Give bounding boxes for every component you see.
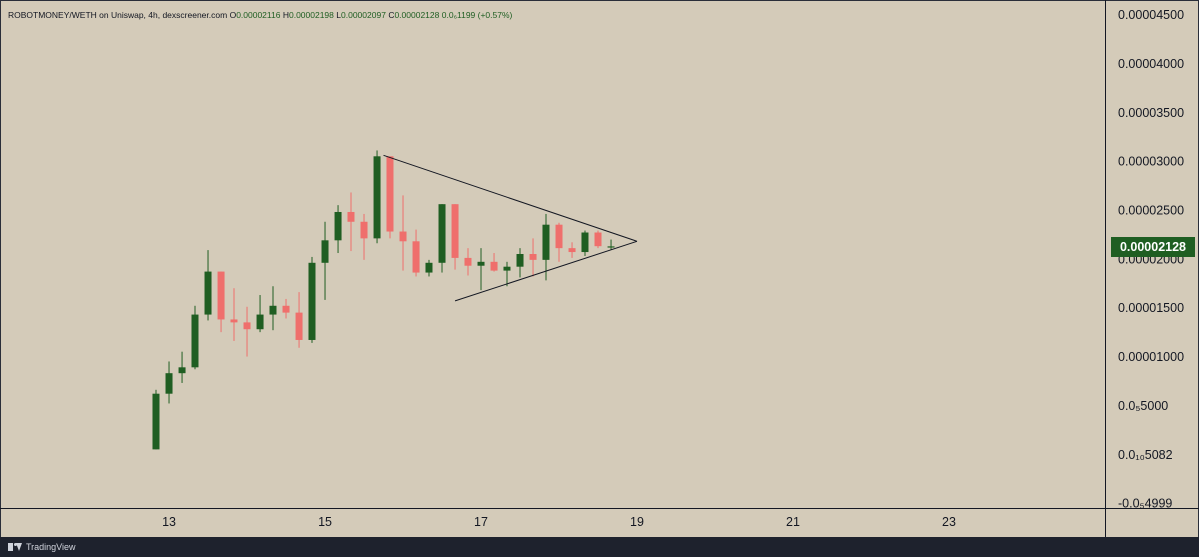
tradingview-logo-icon: [8, 542, 22, 552]
legend-high-label: H: [282, 10, 289, 20]
legend-low-label: L: [336, 10, 342, 20]
footer-bar: TradingView: [0, 537, 1199, 557]
candle-body: [607, 246, 615, 248]
candle-body: [360, 221, 368, 239]
candle-body: [230, 319, 238, 323]
y-tick-label: 0.00001500: [1118, 301, 1184, 315]
x-tick-label: 13: [162, 515, 176, 529]
candle-body: [165, 373, 173, 394]
y-tick-label: 0.00002500: [1118, 204, 1184, 218]
candle-body: [581, 232, 589, 253]
candle-body: [178, 367, 186, 374]
candle-body: [191, 314, 199, 368]
candle-body: [503, 266, 511, 271]
candle-body: [256, 314, 264, 330]
y-tick-label: 0.00003500: [1118, 106, 1184, 120]
candle-body: [555, 224, 563, 249]
trendline: [454, 240, 638, 302]
legend-low-value: 0.00002097: [341, 10, 386, 20]
candle-body: [152, 393, 160, 450]
y-tick-label: 0.00003000: [1118, 155, 1184, 169]
x-tick-label: 19: [630, 515, 644, 529]
legend-close-label: C: [388, 10, 395, 20]
candle-body: [282, 305, 290, 313]
legend-open-label: O: [229, 10, 237, 20]
chart-area[interactable]: 0.00004500 0.00004000 0.00003500 0.00003000…: [0, 0, 1199, 537]
trendline: [383, 154, 638, 242]
candle-body: [412, 241, 420, 273]
legend-symbol: ROBOTMONEY/WETH on Uniswap, 4h, dexscree…: [8, 10, 228, 20]
y-tick-label: 0.00001000: [1118, 350, 1184, 364]
candle-body: [334, 211, 342, 241]
candle-body: [243, 322, 251, 330]
candle-body: [425, 262, 433, 273]
candle-body: [308, 262, 316, 340]
legend-change: 0.0₆1199 (+0.57%): [441, 10, 513, 20]
y-tick-label: 0.00004500: [1118, 8, 1184, 22]
legend-open-value: 0.00002116: [236, 10, 281, 20]
y-tick-label: 0.0₅5000: [1118, 399, 1168, 413]
x-tick-label: 17: [474, 515, 488, 529]
candle-body: [594, 232, 602, 247]
candle-body: [399, 231, 407, 242]
legend-high-value: 0.00002198: [288, 10, 334, 20]
candle-body: [295, 312, 303, 340]
x-tick-label: 23: [942, 515, 956, 529]
candle-body: [347, 211, 355, 222]
candle-body: [217, 271, 225, 320]
candle-body: [451, 204, 459, 258]
y-tick-label: 0.0₁₀5082: [1118, 448, 1173, 462]
last-price-label: 0.00002128: [1111, 237, 1195, 257]
candle-body: [438, 204, 446, 263]
candle-body: [269, 305, 277, 315]
candle-body: [464, 257, 472, 266]
x-tick-label: 15: [318, 515, 332, 529]
candle-body: [386, 156, 394, 232]
candle-body: [542, 224, 550, 260]
candle-body: [477, 261, 485, 266]
candle-body: [516, 254, 524, 267]
candle-body: [568, 248, 576, 253]
brand-name: TradingView: [26, 542, 76, 552]
tradingview-brand[interactable]: TradingView: [8, 541, 76, 553]
candle-body: [204, 271, 212, 315]
chart-legend: ROBOTMONEY/WETH on Uniswap, 4h, dexscree…: [8, 10, 512, 20]
candle-body: [321, 240, 329, 263]
y-tick-label: 0.00004000: [1118, 57, 1184, 71]
candle-body: [529, 254, 537, 260]
candle-body: [490, 261, 498, 271]
x-tick-label: 21: [786, 515, 800, 529]
legend-close-value: 0.00002128: [394, 10, 440, 20]
y-tick-label: -0.0₅4999: [1118, 497, 1172, 511]
candle-body: [373, 156, 381, 239]
